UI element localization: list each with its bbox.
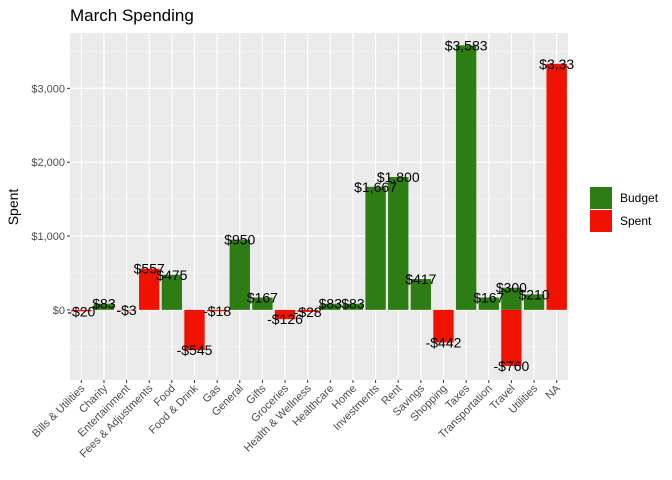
bar xyxy=(388,176,409,310)
data-label: $417 xyxy=(405,271,436,287)
data-label: $83 xyxy=(92,296,116,312)
bar xyxy=(320,303,341,310)
bar xyxy=(139,268,160,310)
data-label: $83 xyxy=(319,296,343,312)
bar xyxy=(229,239,250,310)
bars-layer xyxy=(71,45,567,366)
bar xyxy=(501,309,522,366)
legend-key xyxy=(590,210,612,232)
bar xyxy=(501,287,522,310)
plot-panel xyxy=(70,33,568,380)
bar xyxy=(455,45,477,310)
data-label: $167 xyxy=(247,290,278,306)
data-label: $167 xyxy=(473,290,504,306)
y-axis-title: Spent xyxy=(5,189,21,226)
y-tick-label: $1,000 xyxy=(31,231,65,243)
bar xyxy=(161,274,183,310)
data-label: $210 xyxy=(518,286,549,302)
bar xyxy=(274,309,296,320)
bar xyxy=(93,303,115,310)
data-label: -$3 xyxy=(116,302,136,318)
bar xyxy=(206,309,228,312)
data-label: -$760 xyxy=(494,358,530,374)
bar xyxy=(252,297,273,310)
bar xyxy=(410,279,432,310)
data-label: -$126 xyxy=(267,311,303,327)
legend-label: Spent xyxy=(620,214,652,228)
data-labels-layer: -$20$83 -$3$557$475-$545-$18$950$167-$126… xyxy=(67,37,574,374)
data-label: $475 xyxy=(156,267,187,283)
legend: Budget Spent xyxy=(590,187,659,232)
data-label: $300 xyxy=(496,280,527,296)
data-label: -$442 xyxy=(426,334,462,350)
data-label: -$28 xyxy=(294,304,322,320)
bar xyxy=(523,294,545,310)
y-tick-label: $2,000 xyxy=(31,157,65,169)
data-label: $557 xyxy=(134,261,165,277)
data-label: $950 xyxy=(224,232,255,248)
data-label: $83 xyxy=(341,296,365,312)
bar xyxy=(365,186,386,310)
bar xyxy=(478,297,499,310)
y-tick-label: $3,000 xyxy=(31,83,65,95)
bar xyxy=(116,309,137,311)
data-label: $3,33 xyxy=(539,56,574,72)
legend-key xyxy=(590,187,612,209)
data-label: $3,583 xyxy=(445,37,488,53)
chart-title: March Spending xyxy=(70,6,194,25)
bar xyxy=(297,309,318,312)
data-label: $1,667 xyxy=(354,179,397,195)
data-label: $1,800 xyxy=(377,169,420,185)
bar xyxy=(433,309,454,343)
data-label: -$20 xyxy=(67,303,95,319)
y-tick-label: $0 xyxy=(53,305,65,317)
bar xyxy=(546,63,567,310)
data-label: -$545 xyxy=(177,342,213,358)
gridlines xyxy=(70,33,568,380)
data-label: -$18 xyxy=(203,303,231,319)
bar xyxy=(184,309,205,351)
y-axis: $0 $1,000 $2,000 $3,000 xyxy=(31,83,70,317)
bar xyxy=(71,309,92,312)
bar xyxy=(342,303,364,310)
legend-label: Budget xyxy=(620,191,659,205)
